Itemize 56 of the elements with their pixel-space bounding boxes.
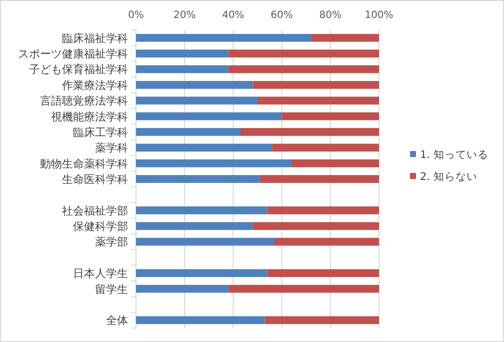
y-tick-label: 留学生 bbox=[95, 282, 128, 296]
bar bbox=[292, 159, 379, 168]
bar bbox=[240, 128, 379, 136]
y-tick-label: 作業療法学科 bbox=[61, 78, 128, 92]
bar bbox=[136, 206, 268, 214]
y-tick-label: 視機能療法学科 bbox=[51, 110, 128, 124]
x-tick-label: 80% bbox=[319, 10, 342, 21]
y-tick-label: 子ども保育福祉学科 bbox=[29, 63, 128, 76]
y-tick-label: 社会福祉学部 bbox=[62, 204, 128, 218]
bar bbox=[136, 144, 272, 152]
bar bbox=[310, 34, 379, 42]
bar bbox=[228, 284, 379, 293]
bar bbox=[136, 316, 265, 324]
y-tick-label: 保健科学部 bbox=[73, 220, 128, 234]
y-tick-label: 薬学部 bbox=[95, 236, 128, 249]
bar bbox=[136, 80, 253, 89]
bar bbox=[274, 238, 379, 246]
bar bbox=[136, 34, 311, 42]
y-tick-label: 日本人学生 bbox=[73, 267, 128, 280]
bar bbox=[136, 269, 268, 278]
bar bbox=[264, 316, 379, 324]
bar bbox=[136, 175, 260, 183]
x-tick-label: 20% bbox=[173, 10, 196, 21]
bar bbox=[252, 222, 379, 230]
bar bbox=[272, 144, 379, 152]
bar bbox=[267, 206, 379, 214]
bar bbox=[260, 175, 379, 183]
bar bbox=[258, 96, 379, 104]
y-tick-label: 言語聴覚療法学科 bbox=[40, 94, 128, 108]
bar bbox=[136, 222, 253, 230]
bar bbox=[136, 112, 282, 120]
y-tick-label: 動物生命薬科学科 bbox=[40, 157, 128, 170]
x-tick-label: 0% bbox=[128, 10, 144, 21]
bar bbox=[136, 50, 228, 58]
x-tick-label: 60% bbox=[270, 10, 293, 21]
bar bbox=[136, 238, 275, 246]
y-tick-label: 臨床工学科 bbox=[73, 126, 128, 139]
x-tick-label: 100% bbox=[364, 10, 394, 21]
legend-label: 1. 知っている bbox=[420, 149, 488, 161]
bar bbox=[136, 128, 240, 136]
y-tick-label: 薬学科 bbox=[95, 142, 128, 155]
y-tick-label: 生命医科学科 bbox=[62, 173, 128, 186]
y-tick-label: 臨床福祉学科 bbox=[62, 32, 128, 45]
bar bbox=[252, 80, 379, 89]
x-tick-label: 40% bbox=[222, 10, 244, 21]
y-tick-label: 全体 bbox=[106, 314, 128, 328]
y-tick-label: スポーツ健康福祉学科 bbox=[18, 48, 128, 61]
legend-label: 2. 知らない bbox=[420, 171, 478, 183]
bar bbox=[267, 269, 379, 278]
bar bbox=[136, 284, 228, 293]
bar bbox=[228, 65, 379, 74]
bar bbox=[136, 65, 228, 74]
bar bbox=[136, 159, 292, 168]
bar bbox=[228, 50, 379, 58]
bar bbox=[136, 96, 258, 104]
bar bbox=[282, 112, 379, 120]
